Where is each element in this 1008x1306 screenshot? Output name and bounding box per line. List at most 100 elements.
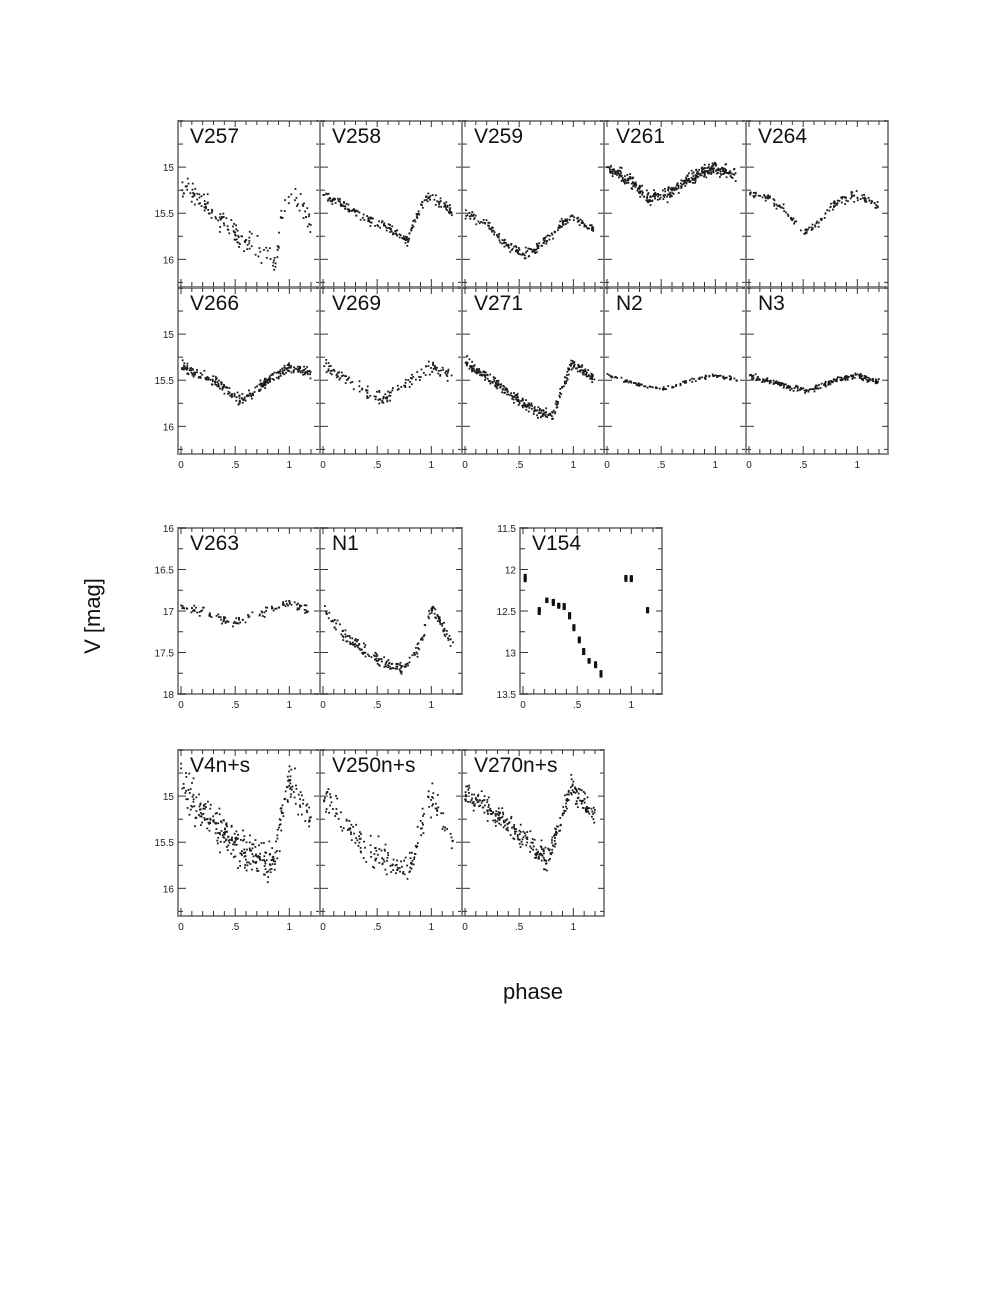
data-point [198, 376, 201, 378]
data-point [305, 809, 308, 812]
data-point [853, 200, 856, 203]
data-point [332, 368, 335, 371]
x-tick-label: 0 [462, 460, 468, 471]
data-point [360, 851, 362, 854]
data-point [698, 378, 701, 381]
data-point [862, 377, 865, 380]
data-point [430, 799, 432, 801]
data-point [194, 825, 196, 828]
data-point [259, 250, 262, 253]
data-point [202, 193, 205, 196]
data-point [551, 598, 555, 603]
data-point [731, 177, 734, 179]
data-point [374, 858, 377, 861]
data-point [636, 189, 639, 192]
data-point [798, 389, 801, 391]
data-point [579, 788, 581, 791]
data-point [526, 831, 529, 833]
data-point [795, 384, 797, 387]
data-point [290, 788, 293, 791]
data-point [263, 873, 266, 876]
data-point [325, 613, 328, 615]
data-point [675, 385, 677, 387]
data-point [749, 373, 752, 376]
data-point [863, 376, 866, 379]
data-point [807, 228, 809, 231]
data-point [785, 383, 787, 386]
data-point [561, 220, 564, 222]
data-point [288, 600, 291, 603]
data-point [502, 242, 505, 244]
data-point [243, 240, 246, 243]
data-point [518, 833, 521, 836]
data-point [496, 384, 499, 387]
x-tick-label: .5 [515, 922, 524, 933]
data-point [556, 402, 559, 405]
data-point [294, 188, 297, 190]
data-point [832, 202, 835, 204]
data-point [829, 205, 832, 208]
data-point [428, 373, 431, 376]
data-point [378, 848, 381, 850]
data-point [577, 636, 581, 641]
data-point [505, 389, 508, 391]
data-point [563, 376, 566, 379]
data-point [186, 365, 189, 367]
data-point [385, 665, 387, 668]
data-point [376, 390, 378, 393]
data-point [464, 217, 467, 220]
data-point [807, 390, 810, 393]
x-tick-label: 0 [604, 460, 610, 471]
data-point [253, 391, 256, 393]
data-point [267, 870, 269, 873]
data-point [487, 380, 490, 382]
data-point [204, 203, 207, 206]
data-point [571, 789, 574, 792]
data-point [278, 371, 280, 373]
data-point [704, 170, 707, 173]
data-point [307, 610, 309, 613]
data-point [659, 196, 662, 199]
data-point [844, 203, 846, 205]
data-point [864, 197, 867, 200]
y-tick-label: 12 [505, 566, 517, 577]
data-point [191, 373, 194, 376]
data-point [285, 368, 288, 371]
data-point [216, 385, 219, 388]
data-point [735, 379, 738, 382]
data-point [325, 358, 328, 361]
data-point [246, 848, 248, 851]
data-point [235, 830, 238, 833]
data-point [582, 371, 585, 374]
data-point [847, 200, 849, 203]
data-point [309, 377, 312, 380]
data-point [279, 823, 282, 826]
data-point [513, 245, 516, 248]
data-point [422, 372, 425, 374]
data-point [570, 359, 573, 362]
data-point [201, 821, 203, 824]
data-point [367, 216, 370, 219]
data-point [333, 619, 336, 621]
data-point [680, 179, 683, 182]
data-point [545, 407, 548, 410]
data-point [521, 405, 524, 407]
data-point [191, 368, 194, 370]
data-point [389, 665, 391, 668]
data-point [713, 375, 715, 377]
data-point [541, 413, 544, 415]
data-point [219, 840, 222, 843]
data-point [718, 374, 721, 377]
data-point [436, 809, 438, 812]
data-point [519, 823, 522, 826]
data-point [667, 187, 670, 190]
data-point [182, 783, 185, 785]
data-point [553, 833, 556, 836]
data-point [724, 168, 726, 171]
data-point [664, 194, 667, 196]
data-point [224, 839, 227, 842]
data-point [200, 815, 203, 818]
data-point [523, 257, 526, 260]
data-point [569, 363, 571, 366]
